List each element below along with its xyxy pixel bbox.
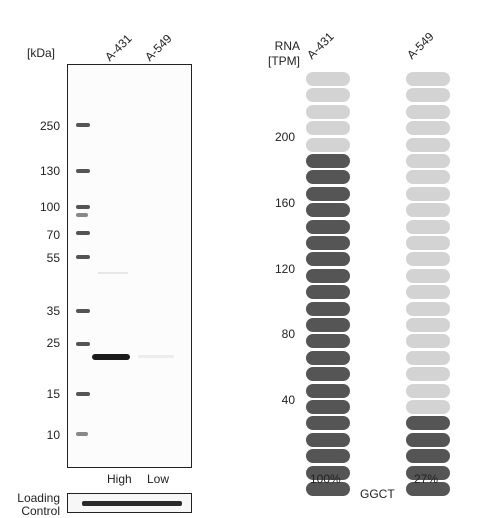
rna-pill-filled (306, 350, 350, 365)
rna-pill-filled (306, 482, 350, 496)
rna-pill-empty (406, 219, 450, 234)
gene-name: GGCT (360, 487, 395, 501)
rna-header-line2: [TPM] (268, 54, 300, 68)
rna-pill-filled (306, 203, 350, 218)
rna-pill-empty (406, 186, 450, 201)
rna-pill-filled (306, 186, 350, 201)
loading-control-band (82, 501, 182, 506)
marker-250: 250 (39, 119, 60, 133)
rna-pill-filled (406, 465, 450, 480)
rna-tick-160: 160 (274, 196, 295, 210)
marker-55: 55 (46, 251, 60, 265)
rna-header-line1: RNA (274, 39, 300, 53)
ladder-band (76, 123, 90, 127)
marker-100: 100 (39, 200, 60, 214)
rna-pill-filled (306, 449, 350, 464)
ladder-band (76, 342, 90, 346)
rna-pill-filled (306, 367, 350, 382)
loading-control-blot (67, 493, 192, 513)
rna-pill-filled (406, 449, 450, 464)
rna-pill-empty (406, 137, 450, 152)
rna-pill-filled (306, 432, 350, 447)
marker-10: 10 (46, 428, 60, 442)
rna-tick-120: 120 (274, 262, 295, 276)
rna-pill-filled (306, 400, 350, 414)
marker-130: 130 (39, 164, 60, 178)
band-a549 (138, 355, 174, 358)
rna-pill-filled (306, 318, 350, 332)
rna-pill-empty (406, 154, 450, 168)
rna-pill-filled (306, 236, 350, 250)
rna-pill-empty (406, 383, 450, 398)
rna-pill-empty (306, 104, 350, 119)
lane-label-a549: A-549 (142, 31, 175, 65)
rna-pill-empty (406, 334, 450, 349)
rna-pill-filled (306, 383, 350, 398)
band-a431-faint (98, 272, 128, 274)
rna-pill-filled (306, 154, 350, 168)
rna-pill-empty (406, 252, 450, 267)
ladder-band (76, 392, 90, 396)
rna-pill-filled (406, 432, 450, 447)
rna-pill-empty (406, 88, 450, 103)
rna-pill-filled (306, 465, 350, 480)
rna-pill-filled (306, 252, 350, 267)
rna-column-a549 (406, 72, 450, 496)
rna-pill-empty (406, 170, 450, 185)
expression-high: High (107, 472, 132, 486)
rna-pill-filled (306, 268, 350, 283)
rna-tick-40: 40 (281, 393, 295, 407)
rna-pill-filled (306, 416, 350, 431)
rna-pill-empty (306, 72, 350, 86)
rna-pill-empty (406, 203, 450, 218)
rna-percent-a549: 27% (414, 472, 439, 486)
rna-pill-empty (406, 285, 450, 300)
western-blot-image (67, 64, 192, 468)
ladder-band (76, 255, 90, 259)
expression-low: Low (147, 472, 170, 486)
kda-label: [kDa] (27, 46, 56, 60)
rna-percent-a431: 100% (310, 472, 341, 486)
ladder-band (76, 169, 90, 173)
rna-pill-empty (406, 268, 450, 283)
rna-pill-empty (406, 400, 450, 414)
rna-pill-empty (406, 350, 450, 365)
rna-tick-200: 200 (274, 130, 295, 144)
loading-control-label: Loading Control (17, 491, 60, 518)
lane-label-a431: A-431 (102, 31, 135, 65)
rna-pill-filled (406, 482, 450, 496)
rna-pill-filled (306, 301, 350, 316)
rna-pill-empty (406, 301, 450, 316)
ladder-band (76, 205, 90, 209)
rna-column-a431 (306, 72, 350, 496)
rna-cell-line-a549: A-549 (404, 29, 437, 63)
rna-pill-filled (306, 219, 350, 234)
band-a431 (92, 354, 130, 360)
rna-pill-filled (306, 285, 350, 300)
rna-pill-filled (406, 416, 450, 431)
marker-15: 15 (46, 387, 60, 401)
rna-pill-empty (406, 121, 450, 136)
ladder-band (76, 309, 90, 313)
ladder-band (76, 231, 90, 235)
rna-pill-empty (406, 318, 450, 332)
marker-70: 70 (46, 228, 60, 242)
rna-pill-empty (406, 72, 450, 86)
marker-35: 35 (46, 304, 60, 318)
rna-pill-empty (306, 88, 350, 103)
rna-pill-empty (406, 236, 450, 250)
rna-tick-80: 80 (281, 327, 295, 341)
rna-pill-filled (306, 334, 350, 349)
ladder-band (76, 432, 88, 436)
rna-pill-empty (406, 367, 450, 382)
rna-pill-empty (306, 121, 350, 136)
rna-pill-empty (306, 137, 350, 152)
marker-25: 25 (46, 336, 60, 350)
rna-pill-filled (306, 170, 350, 185)
rna-pill-empty (406, 104, 450, 119)
ladder-band (76, 213, 88, 217)
rna-cell-line-a431: A-431 (304, 29, 337, 63)
